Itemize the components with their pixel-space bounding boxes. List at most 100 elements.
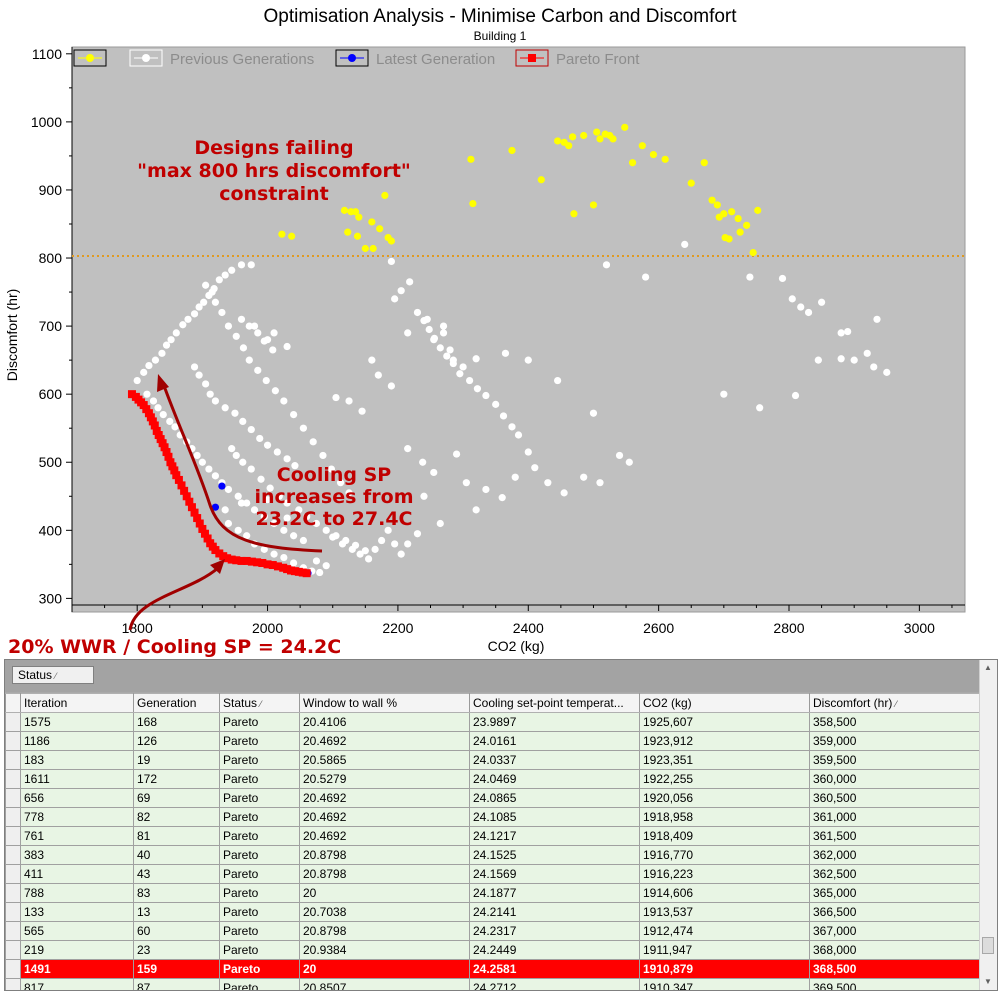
point-pareto-front[interactable]	[177, 481, 186, 490]
cell-window-to-wall[interactable]: 20.4692	[299, 731, 470, 751]
point-previous-generations[interactable]	[492, 400, 500, 408]
point-previous-generations[interactable]	[234, 492, 242, 500]
point-previous-generations[interactable]	[462, 479, 470, 487]
cell-generation[interactable]: 126	[133, 731, 220, 751]
cell-discomfort[interactable]: 361,500	[809, 826, 983, 846]
point-failing-constraint[interactable]	[743, 221, 751, 229]
cell-status[interactable]: Pareto	[219, 826, 300, 846]
cell-generation[interactable]: 43	[133, 864, 220, 884]
point-previous-generations[interactable]	[797, 303, 805, 311]
point-previous-generations[interactable]	[788, 295, 796, 303]
point-previous-generations[interactable]	[237, 499, 246, 507]
cell-discomfort[interactable]: 362,500	[809, 864, 983, 884]
point-previous-generations[interactable]	[232, 332, 240, 340]
point-previous-generations[interactable]	[404, 445, 412, 453]
point-previous-generations[interactable]	[133, 376, 141, 385]
point-previous-generations[interactable]	[162, 341, 171, 349]
point-previous-generations[interactable]	[332, 393, 340, 402]
cell-generation[interactable]: 23	[133, 940, 220, 960]
cell-window-to-wall[interactable]: 20.8798	[299, 845, 470, 865]
point-previous-generations[interactable]	[312, 557, 321, 565]
point-previous-generations[interactable]	[140, 368, 148, 376]
table-row[interactable]: 778 82 Pareto 20.4692 24.1085 1918,958 361,000	[5, 807, 983, 827]
point-failing-constraint[interactable]	[381, 191, 389, 199]
point-previous-generations[interactable]	[295, 506, 303, 514]
row-indicator[interactable]	[5, 959, 21, 979]
point-previous-generations[interactable]	[361, 547, 369, 555]
point-previous-generations[interactable]	[257, 475, 265, 483]
point-previous-generations[interactable]	[190, 310, 199, 318]
cell-window-to-wall[interactable]: 20.8798	[299, 864, 470, 884]
point-previous-generations[interactable]	[239, 458, 247, 466]
cell-status[interactable]: Pareto	[219, 712, 300, 732]
cell-iteration[interactable]: 761	[20, 826, 134, 846]
point-previous-generations[interactable]	[179, 321, 187, 329]
cell-status[interactable]: Pareto	[219, 750, 300, 770]
point-previous-generations[interactable]	[193, 451, 201, 460]
point-pareto-front[interactable]	[223, 554, 232, 563]
point-previous-generations[interactable]	[254, 366, 262, 374]
point-pareto-front[interactable]	[150, 421, 159, 430]
cell-status[interactable]: Pareto	[219, 883, 300, 903]
row-indicator[interactable]	[5, 750, 21, 770]
point-failing-constraint[interactable]	[596, 135, 604, 143]
point-previous-generations[interactable]	[283, 499, 291, 507]
point-failing-constraint[interactable]	[554, 137, 562, 145]
point-previous-generations[interactable]	[439, 329, 448, 337]
point-pareto-front[interactable]	[160, 443, 169, 452]
cell-iteration[interactable]: 383	[20, 845, 134, 865]
point-previous-generations[interactable]	[327, 465, 336, 473]
point-previous-generations[interactable]	[283, 514, 291, 522]
point-previous-generations[interactable]	[348, 545, 356, 553]
cell-discomfort[interactable]: 362,000	[809, 845, 983, 865]
cell-generation[interactable]: 19	[133, 750, 220, 770]
point-previous-generations[interactable]	[198, 458, 206, 466]
point-failing-constraint[interactable]	[649, 150, 658, 159]
point-previous-generations[interactable]	[814, 356, 822, 364]
point-previous-generations[interactable]	[436, 344, 444, 352]
point-previous-generations[interactable]	[413, 530, 422, 538]
point-previous-generations[interactable]	[850, 356, 858, 364]
point-previous-generations[interactable]	[270, 519, 278, 528]
point-pareto-front[interactable]	[203, 534, 212, 543]
point-previous-generations[interactable]	[290, 410, 298, 419]
table-row[interactable]: 817 87 Pareto 20.8507 24.2712 1910,347 369,500	[5, 978, 983, 990]
column-header-status[interactable]: Status ⁄	[219, 693, 300, 713]
point-failing-constraint[interactable]	[700, 159, 708, 167]
point-pareto-front[interactable]	[158, 439, 167, 448]
point-previous-generations[interactable]	[446, 346, 454, 354]
cell-cooling-setpoint[interactable]: 24.0469	[469, 769, 640, 789]
point-pareto-front[interactable]	[247, 557, 256, 566]
table-row[interactable]: 1611 172 Pareto 20.5279 24.0469 1922,255 360,0…	[5, 769, 983, 789]
cell-iteration[interactable]: 788	[20, 883, 134, 903]
point-failing-constraint[interactable]	[713, 201, 721, 209]
cell-status[interactable]: Pareto	[219, 788, 300, 808]
point-failing-constraint[interactable]	[353, 232, 362, 240]
table-row[interactable]: 133 13 Pareto 20.7038 24.2141 1913,537 366,500	[5, 902, 983, 922]
point-previous-generations[interactable]	[430, 336, 438, 344]
plot-area[interactable]	[72, 47, 965, 612]
point-previous-generations[interactable]	[439, 322, 448, 330]
point-previous-generations[interactable]	[239, 417, 247, 425]
cell-cooling-setpoint[interactable]: 23.9897	[469, 712, 640, 732]
point-previous-generations[interactable]	[554, 376, 562, 385]
point-previous-generations[interactable]	[260, 545, 268, 553]
row-indicator[interactable]	[5, 807, 21, 827]
point-failing-constraint[interactable]	[569, 133, 577, 141]
point-previous-generations[interactable]	[817, 298, 826, 306]
column-header-window-to-wall[interactable]: Window to wall %	[299, 693, 470, 713]
cell-co2[interactable]: 1918,409	[639, 826, 810, 846]
cell-window-to-wall[interactable]: 20.8798	[299, 921, 470, 941]
point-failing-constraint[interactable]	[469, 199, 477, 208]
cell-generation[interactable]: 81	[133, 826, 220, 846]
cell-status[interactable]: Pareto	[219, 807, 300, 827]
row-indicator[interactable]	[5, 978, 21, 990]
cell-window-to-wall[interactable]: 20.5279	[299, 769, 470, 789]
point-pareto-front[interactable]	[258, 558, 267, 567]
column-header-co2[interactable]: CO2 (kg)	[639, 693, 810, 713]
point-previous-generations[interactable]	[423, 315, 431, 323]
point-previous-generations[interactable]	[232, 451, 240, 460]
row-indicator[interactable]	[5, 788, 21, 808]
cell-iteration[interactable]: 183	[20, 750, 134, 770]
cell-iteration[interactable]: 1491	[20, 959, 134, 979]
